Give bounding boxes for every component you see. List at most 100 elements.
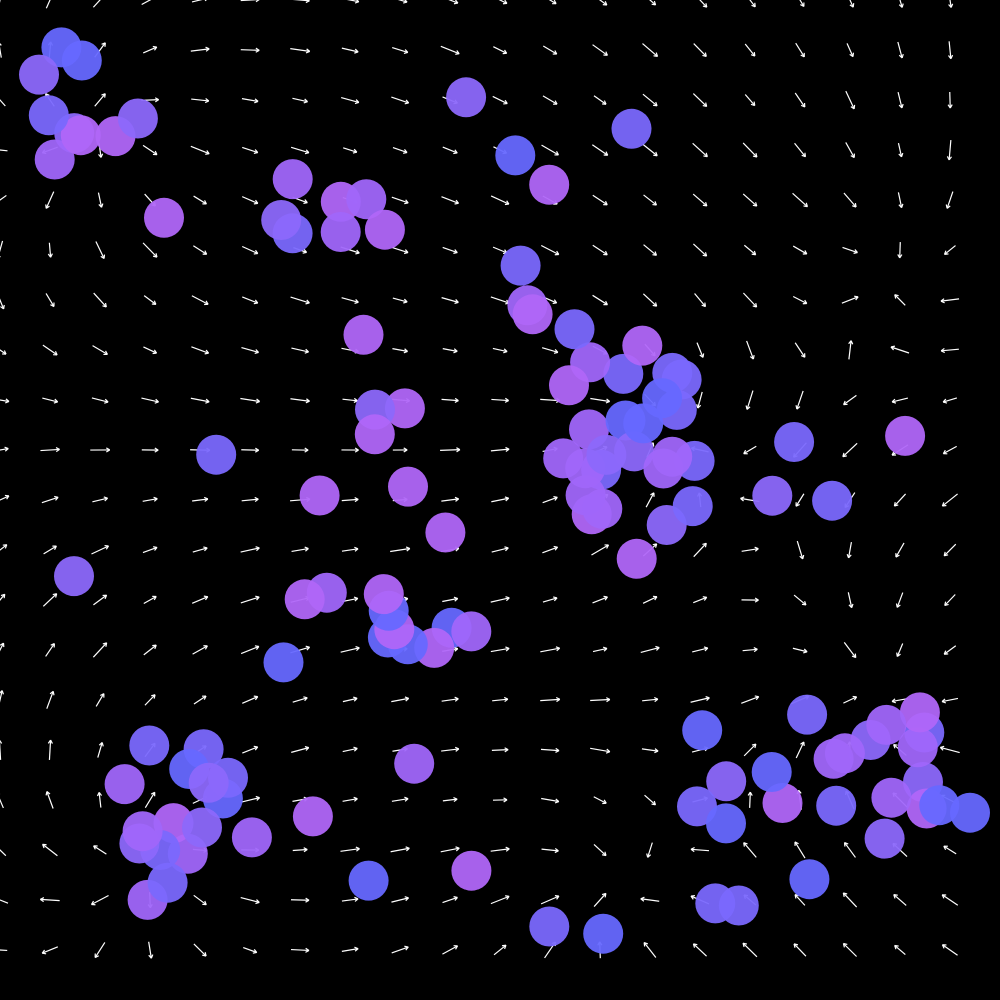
flow-arrow	[0, 642, 5, 652]
flow-arrow	[498, 0, 508, 5]
flow-arrow	[843, 842, 856, 858]
flow-arrow	[490, 446, 510, 453]
flow-arrow	[490, 646, 510, 653]
flow-arrow	[240, 546, 260, 553]
flow-arrow	[742, 292, 758, 308]
flow-arrow	[0, 398, 10, 404]
flow-arrow	[0, 849, 7, 857]
particle	[616, 538, 657, 579]
flow-arrow	[90, 894, 109, 906]
flow-arrow	[292, 97, 308, 104]
particle	[299, 475, 340, 516]
flow-arrow	[291, 347, 309, 354]
flow-arrow	[640, 645, 660, 653]
particle	[512, 294, 553, 335]
flow-arrow	[192, 496, 209, 502]
flow-arrow	[692, 243, 708, 257]
flow-arrow	[795, 741, 805, 759]
flow-arrow	[42, 593, 58, 607]
flow-arrow	[442, 246, 458, 254]
flow-arrow	[493, 944, 507, 956]
flow-arrow	[845, 142, 855, 159]
flow-arrow	[642, 595, 658, 604]
flow-arrow	[0, 446, 9, 452]
flow-arrow	[846, 542, 853, 559]
flow-arrow	[491, 496, 510, 503]
flow-arrow	[341, 297, 359, 304]
particle	[284, 579, 325, 620]
flow-arrow	[45, 642, 55, 657]
particle	[364, 209, 405, 250]
particle	[583, 913, 624, 954]
flow-arrow	[592, 294, 608, 306]
flow-arrow	[693, 596, 708, 604]
flow-arrow	[842, 892, 858, 908]
particle	[104, 764, 145, 805]
flow-arrow	[939, 745, 960, 754]
flow-arrow	[640, 896, 660, 902]
flow-arrow	[290, 897, 310, 903]
flow-arrow	[743, 445, 757, 455]
flow-arrow	[346, 0, 360, 4]
flow-arrow	[291, 546, 309, 553]
flow-arrow	[91, 544, 110, 555]
flow-arrow	[849, 0, 855, 8]
flow-arrow	[193, 695, 207, 705]
particle	[451, 850, 492, 891]
flow-arrow	[490, 846, 510, 852]
flow-arrow	[747, 791, 753, 808]
flow-arrow	[796, 540, 805, 560]
flow-arrow	[490, 895, 510, 905]
particle	[261, 200, 302, 240]
flow-arrow	[846, 43, 855, 58]
flow-arrow	[442, 896, 458, 904]
flow-arrow	[242, 296, 259, 305]
flow-arrow	[590, 397, 611, 404]
particle	[263, 642, 304, 683]
flow-arrow	[542, 45, 558, 55]
particle	[354, 414, 395, 455]
flow-arrow	[540, 646, 561, 653]
flow-arrow	[41, 495, 59, 504]
flow-arrow	[442, 596, 459, 603]
flow-arrow	[598, 0, 608, 6]
flow-arrow	[392, 297, 408, 304]
flow-arrow	[696, 342, 705, 358]
flow-arrow	[193, 943, 207, 957]
flow-arrow	[143, 595, 157, 605]
particle	[34, 139, 75, 180]
particle	[196, 434, 237, 475]
flow-arrow	[341, 447, 359, 453]
flow-arrow	[492, 797, 508, 803]
flow-arrow	[39, 897, 60, 903]
flow-arrow	[290, 398, 310, 404]
flow-arrow	[897, 242, 903, 259]
flow-arrow	[242, 745, 259, 754]
flow-arrow	[842, 246, 858, 254]
flow-arrow	[842, 442, 858, 458]
flow-arrow	[192, 546, 208, 553]
particle	[363, 574, 404, 615]
flow-arrow	[541, 144, 559, 156]
flow-arrow	[690, 846, 710, 853]
flow-arrow	[141, 447, 159, 453]
particle	[816, 785, 857, 826]
flow-arrow	[441, 496, 460, 502]
flow-arrow	[241, 346, 259, 355]
flow-arrow	[142, 45, 158, 54]
flow-arrow	[442, 348, 458, 354]
particle	[774, 422, 815, 462]
flow-arrow	[290, 947, 310, 953]
flow-arrow	[897, 41, 904, 59]
flow-arrow	[340, 846, 360, 852]
flow-arrow	[0, 739, 3, 760]
flow-arrow	[392, 447, 408, 453]
particle	[122, 811, 163, 852]
flow-arrow	[341, 47, 359, 54]
particle	[751, 752, 792, 792]
flow-arrow	[946, 139, 952, 161]
flow-arrow	[240, 645, 260, 655]
flow-arrow	[795, 493, 805, 507]
flow-arrow	[141, 0, 152, 6]
flow-arrow	[193, 195, 207, 205]
